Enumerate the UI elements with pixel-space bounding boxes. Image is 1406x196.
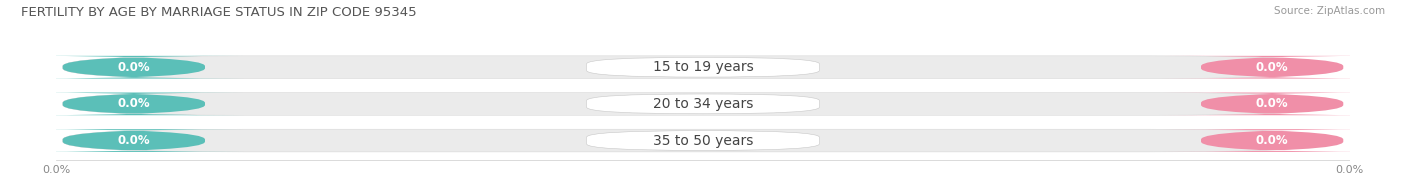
Text: FERTILITY BY AGE BY MARRIAGE STATUS IN ZIP CODE 95345: FERTILITY BY AGE BY MARRIAGE STATUS IN Z…: [21, 6, 416, 19]
FancyBboxPatch shape: [24, 93, 243, 115]
FancyBboxPatch shape: [586, 94, 820, 114]
Text: 15 to 19 years: 15 to 19 years: [652, 60, 754, 74]
FancyBboxPatch shape: [586, 57, 820, 77]
Text: 0.0%: 0.0%: [118, 134, 150, 147]
Text: 0.0%: 0.0%: [1256, 97, 1288, 110]
FancyBboxPatch shape: [1163, 129, 1382, 152]
FancyBboxPatch shape: [63, 129, 1330, 152]
Text: 0.0%: 0.0%: [1256, 134, 1288, 147]
Text: Source: ZipAtlas.com: Source: ZipAtlas.com: [1274, 6, 1385, 16]
FancyBboxPatch shape: [24, 129, 243, 152]
Text: 0.0%: 0.0%: [1256, 61, 1288, 74]
Text: 0.0%: 0.0%: [118, 61, 150, 74]
FancyBboxPatch shape: [63, 56, 1330, 79]
Text: 0.0%: 0.0%: [118, 97, 150, 110]
Text: 35 to 50 years: 35 to 50 years: [652, 133, 754, 148]
FancyBboxPatch shape: [1163, 93, 1382, 115]
FancyBboxPatch shape: [1163, 56, 1382, 79]
FancyBboxPatch shape: [63, 93, 1330, 115]
FancyBboxPatch shape: [586, 131, 820, 151]
Text: 20 to 34 years: 20 to 34 years: [652, 97, 754, 111]
FancyBboxPatch shape: [24, 56, 243, 79]
